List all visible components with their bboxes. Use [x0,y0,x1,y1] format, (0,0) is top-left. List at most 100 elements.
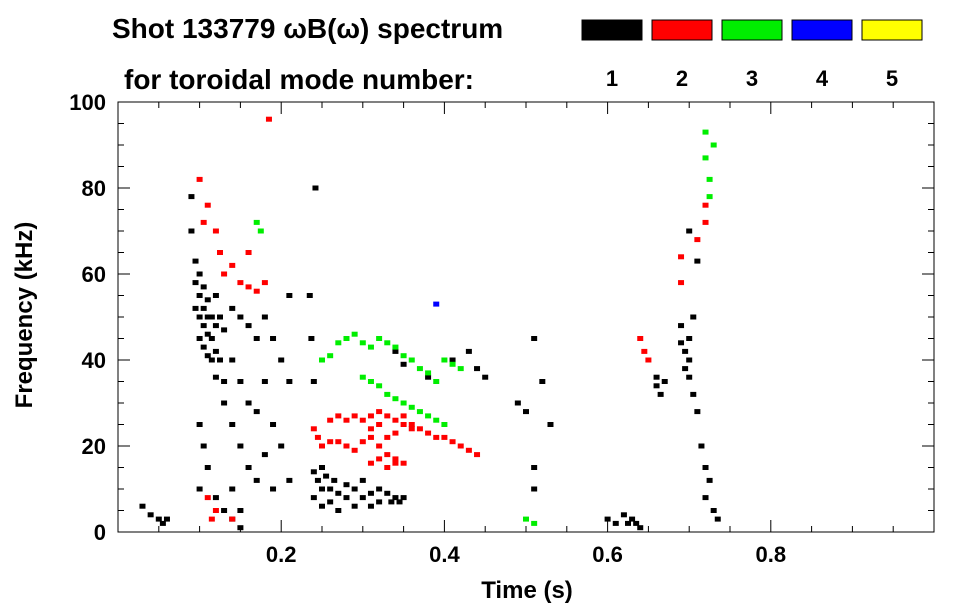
spectrum-point-mode-1 [314,477,321,483]
spectrum-point-mode-1 [629,516,636,522]
spectrum-point-mode-1 [690,391,697,397]
spectrum-point-mode-2 [474,452,481,458]
spectrum-point-mode-2 [376,456,383,462]
spectrum-point-mode-1 [400,361,407,367]
spectrum-point-mode-1 [163,516,170,522]
spectrum-point-mode-2 [400,422,407,427]
spectrum-point-mode-1 [335,490,342,496]
spectrum-point-mode-2 [253,288,260,294]
spectrum-point-mode-1 [310,495,317,501]
spectrum-point-mode-1 [523,409,529,415]
spectrum-point-mode-1 [367,503,374,509]
y-tick-label: 100 [69,90,106,115]
spectrum-point-mode-1 [212,374,219,380]
spectrum-point-mode-1 [188,194,195,200]
spectrum-point-mode-1 [682,366,689,372]
spectrum-point-mode-1 [702,495,709,501]
spectrum-point-mode-1 [221,379,228,384]
spectrum-point-mode-1 [306,293,313,298]
spectrum-point-mode-1 [482,374,489,380]
spectrum-point-mode-3 [702,155,709,161]
spectrum-point-mode-3 [408,357,415,363]
spectrum-point-mode-2 [457,443,464,449]
spectrum-point-mode-1 [217,314,223,320]
spectrum-point-mode-1 [359,477,366,483]
spectrum-point-mode-1 [612,520,619,526]
spectrum-point-mode-1 [682,348,689,354]
spectrum-point-mode-1 [192,305,199,311]
spectrum-point-mode-1 [221,508,228,513]
spectrum-point-mode-3 [449,361,456,367]
spectrum-point-mode-2 [212,228,219,234]
spectrum-point-mode-2 [433,434,440,440]
spectrum-point-mode-1 [392,495,399,501]
legend-swatch-mode-3 [721,19,783,41]
spectrum-point-mode-1 [604,516,611,522]
spectrum-point-mode-1 [204,314,211,320]
spectrum-point-mode-1 [192,280,199,286]
spectrum-point-mode-2 [367,460,374,466]
spectrum-point-mode-3 [367,379,374,384]
spectrum-point-mode-1 [261,314,268,320]
spectrum-point-mode-3 [367,344,374,350]
spectrum-point-mode-2 [314,434,321,440]
spectrum-point-mode-1 [343,495,350,501]
spectrum-point-mode-1 [359,495,366,501]
spectrum-point-mode-2 [384,452,391,458]
spectrum-point-mode-1 [245,465,252,470]
spectrum-point-mode-2 [384,465,391,470]
spectrum-point-mode-1 [237,314,244,320]
spectrum-point-mode-1 [229,305,236,311]
spectrum-point-mode-2 [637,336,644,341]
spectrum-point-mode-2 [645,357,652,363]
spectrum-point-mode-2 [245,250,252,255]
spectrum-point-mode-2 [678,254,685,260]
spectrum-point-mode-3 [416,409,423,415]
spectrum-point-mode-3 [408,404,415,410]
spectrum-point-mode-1 [229,422,236,427]
spectrum-point-mode-3 [441,422,448,427]
spectrum-point-mode-3 [335,340,342,346]
spectrum-point-mode-2 [359,417,366,423]
spectrum-point-mode-2 [392,430,399,436]
spectrum-point-mode-2 [327,439,334,445]
spectrum-point-mode-3 [376,336,383,341]
legend-label-mode-5: 5 [886,66,898,91]
spectrum-point-mode-2 [367,426,374,432]
spectrum-point-mode-1 [204,465,211,470]
spectrum-point-mode-3 [706,176,713,182]
spectrum-point-mode-3 [425,370,432,376]
spectrum-point-mode-2 [229,262,236,268]
y-tick-label: 20 [82,434,106,459]
spectrum-point-mode-3 [441,357,448,363]
spectrum-point-mode-2 [400,460,407,466]
spectrum-point-mode-1 [192,258,199,264]
spectrum-point-mode-1 [335,508,342,513]
spectrum-point-mode-1 [196,422,203,427]
spectrum-point-mode-3 [400,400,407,406]
spectrum-point-mode-1 [286,293,293,298]
spectrum-point-mode-1 [212,293,219,298]
x-axis-label: Time (s) [481,577,573,604]
spectrum-point-mode-1 [200,443,207,449]
spectrum-point-mode-1 [331,477,338,483]
spectrum-point-mode-3 [392,344,399,350]
spectrum-point-mode-2 [265,116,272,122]
spectrum-point-mode-1 [388,499,395,505]
spectrum-point-mode-3 [359,340,366,346]
legend-label-mode-4: 4 [816,66,829,91]
spectrum-point-mode-3 [433,417,440,423]
spectrum-point-mode-2 [208,516,215,522]
spectrum-point-mode-1 [694,258,701,264]
x-tick-label: 0.2 [266,542,297,567]
spectrum-point-mode-1 [196,271,203,277]
spectrum-point-mode-1 [323,473,330,479]
spectrum-point-mode-3 [416,366,423,372]
spectrum-point-mode-3 [392,396,399,402]
spectrum-point-mode-3 [531,520,538,526]
spectrum-point-mode-1 [449,357,456,363]
spectrum-point-mode-1 [400,495,407,501]
spectrum-point-mode-3 [351,331,358,337]
spectrum-point-mode-3 [343,336,350,341]
